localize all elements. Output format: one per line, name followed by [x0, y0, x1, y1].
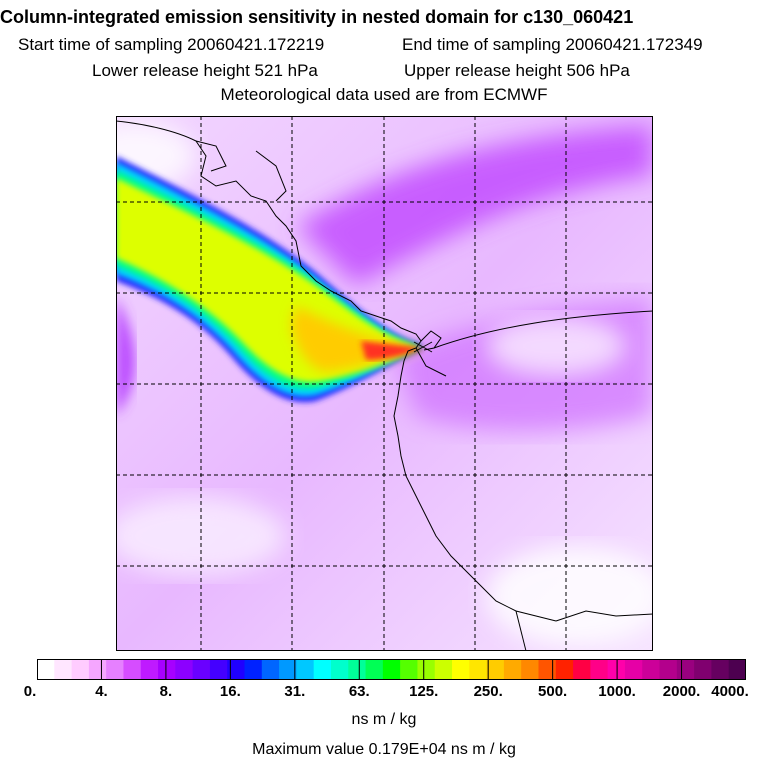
- map-panel: [116, 116, 653, 651]
- colorbar-tick-label: 4000.: [711, 683, 749, 700]
- source-region-outline: [420, 330, 442, 351]
- colorbar-cell: [88, 659, 107, 680]
- colorbar-cell: [521, 659, 539, 680]
- colorbar-tick-label: 500.: [538, 683, 568, 700]
- colorbar-cell: [417, 659, 436, 680]
- map-frame: [116, 116, 653, 651]
- colorbar-cell: [296, 659, 315, 680]
- light-patch: [486, 316, 626, 376]
- colorbar-cell: [244, 659, 263, 680]
- start-time-label: Start time of sampling 20060421.172219: [18, 35, 325, 54]
- colorbar-cell: [400, 659, 418, 680]
- colorbar-cell: [503, 659, 522, 680]
- colorbar-cell: [158, 659, 176, 680]
- colorbar-cell: [365, 659, 384, 680]
- colorbar-cell: [711, 659, 730, 680]
- colorbar-cell: [313, 659, 332, 680]
- max-value-label: Maximum value 0.179E+04 ns m / kg: [252, 741, 516, 758]
- map-title: Column-integrated emission sensitivity i…: [0, 7, 634, 27]
- colorbar-cell: [728, 659, 746, 680]
- plume-source: [361, 341, 424, 360]
- colorbar-cell: [382, 659, 401, 680]
- purple-band-upper: [296, 126, 653, 286]
- colorbar-cell: [469, 659, 488, 680]
- colorbar-tick-label: 4.: [95, 683, 108, 700]
- colorbar-cell: [590, 659, 609, 680]
- colorbar-cell: [37, 659, 55, 680]
- colorbar-tick-label: 16.: [219, 683, 241, 700]
- upper-release-height-label: Upper release height 506 hPa: [404, 61, 630, 80]
- colorbar-cell: [279, 659, 297, 680]
- colorbar-cell: [434, 659, 453, 680]
- colorbar-tick-label: 2000.: [662, 683, 701, 700]
- colorbar-cell: [54, 659, 73, 680]
- border-line: [555, 610, 653, 622]
- colorbar-cell: [261, 659, 280, 680]
- colorbar-cell: [192, 659, 211, 680]
- release-location-marker: [413, 341, 433, 353]
- colorbar-cell: [676, 659, 695, 680]
- colorbar-cell: [330, 659, 349, 680]
- colorbar: [37, 659, 746, 680]
- colorbar-cell: [123, 659, 142, 680]
- colorbar-cell: [607, 659, 626, 680]
- colorbar-cell: [106, 659, 124, 680]
- lat-lon-grid: [116, 116, 653, 651]
- colorbar-tick-label: 0.: [23, 683, 37, 700]
- colorbar-cell: [642, 659, 661, 680]
- colorbar-tick-label: 125.: [409, 683, 439, 700]
- border-line: [433, 310, 653, 349]
- colorbar-cell: [486, 659, 505, 680]
- colorbar-cell: [227, 659, 246, 680]
- colorbar-cell: [573, 659, 591, 680]
- end-time-label: End time of sampling 20060421.172349: [402, 35, 703, 54]
- colorbar-tick-label: 250.: [473, 683, 503, 700]
- coastline: [116, 120, 557, 622]
- colorbar-cell: [538, 659, 557, 680]
- purple-left-edge: [116, 296, 135, 416]
- colorbar-tick-label: 1000.: [598, 683, 636, 700]
- colorbar-tick-labels: 0. 4. 8. 16. 31. 63. 125. 250. 500. 1000. 2000. 400…: [0, 683, 768, 703]
- colorbar-tick-label: 8.: [159, 683, 173, 700]
- colorbar-cell: [140, 659, 159, 680]
- island-outline: [195, 140, 227, 172]
- lower-release-height-label: Lower release height 521 hPa: [92, 61, 318, 80]
- colorbar-cell: [71, 659, 90, 680]
- light-patch: [486, 546, 653, 646]
- border-line: [515, 610, 527, 651]
- colorbar-cell: [209, 659, 228, 680]
- colorbar-tick-label: 31.: [284, 683, 306, 700]
- island-outline: [255, 150, 287, 202]
- colorbar-cell: [452, 659, 470, 680]
- colorbar-units: ns m / kg: [351, 711, 417, 728]
- met-data-label: Meteorological data used are from ECMWF: [220, 85, 548, 104]
- colorbar-cell: [555, 659, 574, 680]
- colorbar-tick-label: 63.: [348, 683, 370, 700]
- colorbar-cell: [659, 659, 678, 680]
- colorbar-cell: [175, 659, 194, 680]
- colorbar-cell: [624, 659, 643, 680]
- colorbar-cell: [694, 659, 712, 680]
- border-line: [415, 347, 447, 377]
- colorbar-cell: [348, 659, 367, 680]
- sensitivity-map: [116, 116, 653, 651]
